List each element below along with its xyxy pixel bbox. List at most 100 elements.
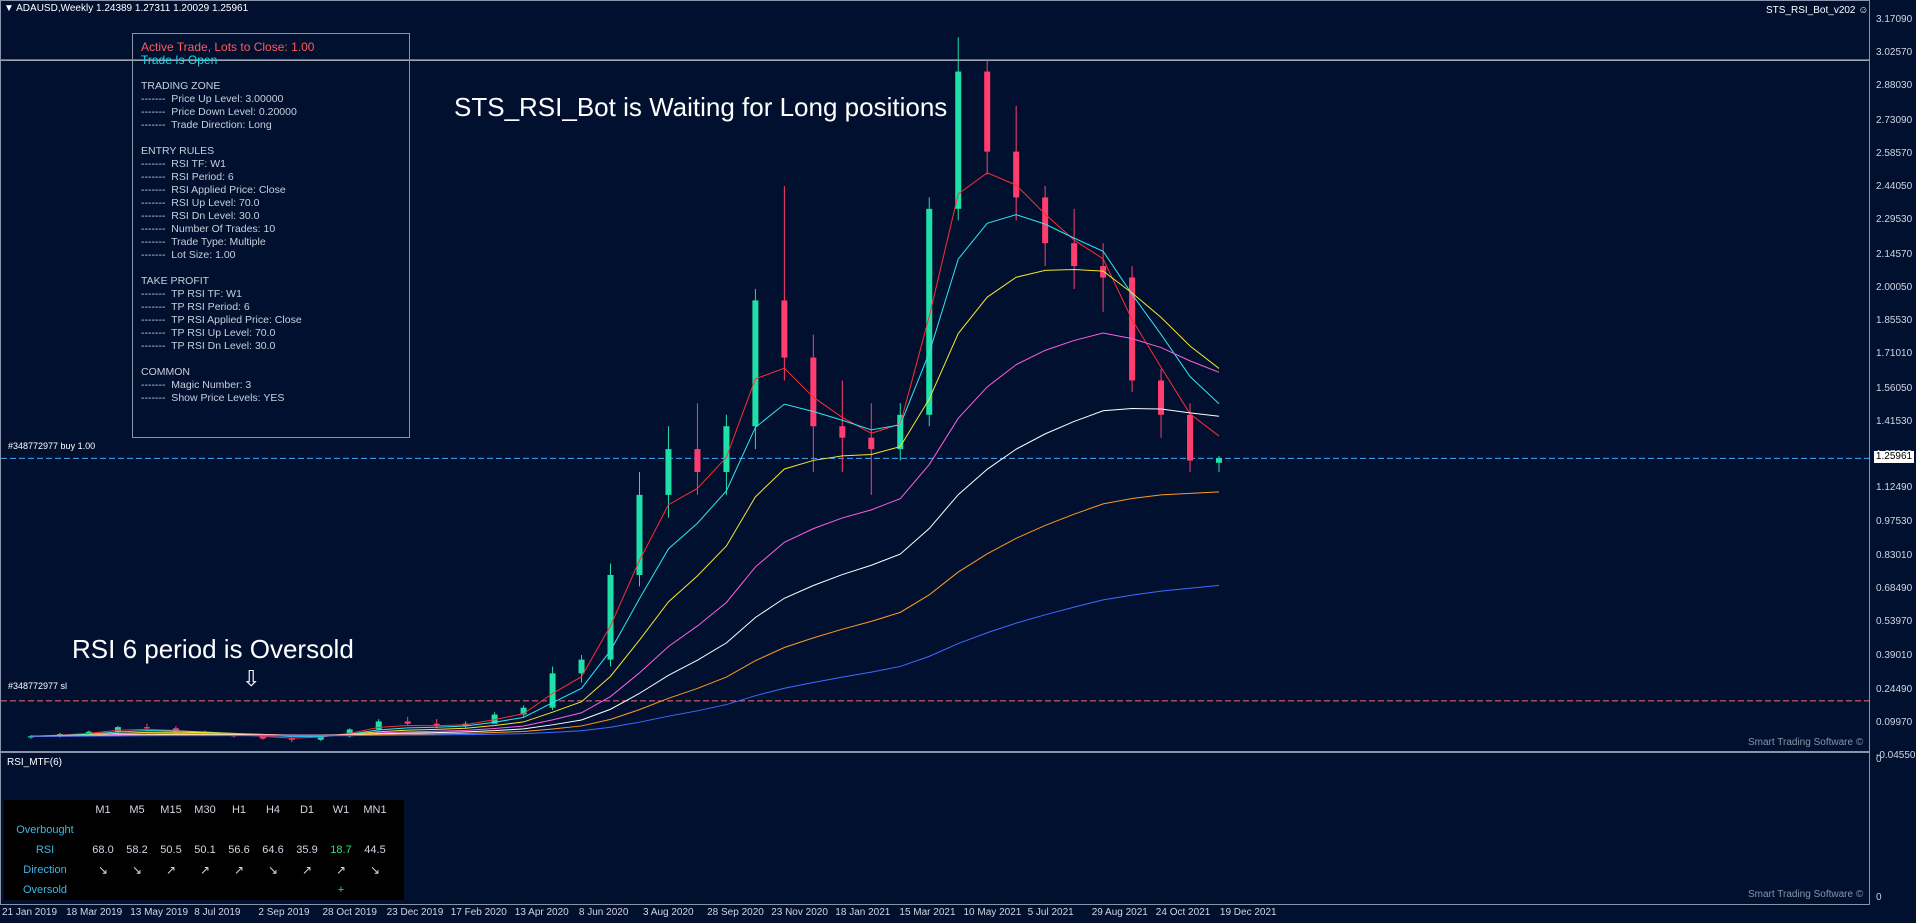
price-tick-label: 2.44050 xyxy=(1876,181,1913,193)
candle-body xyxy=(578,659,585,674)
candle-body xyxy=(404,721,411,724)
price-scale[interactable]: 3.17090 3.02570 2.88030 2.73090 2.58570 2.440… xyxy=(1870,0,1916,761)
section-title: COMMON xyxy=(141,366,190,378)
candle-body xyxy=(839,426,846,438)
time-tick-label: 13 Apr 2020 xyxy=(514,907,569,918)
time-tick-label: 18 Mar 2019 xyxy=(66,907,123,918)
section-item: ------- Show Price Levels: YES xyxy=(141,392,285,404)
oversold-mark xyxy=(188,880,222,900)
direction-arrow-icon: ↘ xyxy=(267,863,279,877)
section-item: ------- RSI Period: 6 xyxy=(141,171,234,183)
rsi-value: 58.2 xyxy=(126,844,148,856)
candle-body xyxy=(85,731,92,735)
rsi-value: 35.9 xyxy=(296,844,318,856)
info-sections: TRADING ZONE ------- Price Up Level: 3.00… xyxy=(141,67,401,405)
moving-average-line xyxy=(30,269,1220,737)
oversold-mark: + xyxy=(337,884,345,896)
table-row: Direction ↘ ↘ ↗ ↗ ↗ ↘ ↗ ↗ ↘ xyxy=(4,860,392,880)
candle-body xyxy=(897,414,904,450)
section-item: ------- Magic Number: 3 xyxy=(141,379,252,391)
price-tick-label: 3.02570 xyxy=(1876,47,1913,59)
time-tick-label: 10 May 2021 xyxy=(963,907,1022,918)
candle-body xyxy=(781,300,788,358)
direction-arrow-icon: ↗ xyxy=(233,863,245,877)
moving-average-line xyxy=(30,408,1220,737)
candle-body xyxy=(955,71,962,209)
time-tick-label: 23 Nov 2020 xyxy=(771,907,828,918)
expert-name[interactable]: STS_RSI_Bot_v202 ☺ xyxy=(1766,5,1869,16)
oversold-mark xyxy=(358,880,392,900)
row-label-rsi: RSI xyxy=(35,844,55,856)
candle-body xyxy=(114,727,121,732)
collapse-triangle-icon[interactable]: ▼ xyxy=(4,3,14,14)
time-tick-label: 8 Jun 2020 xyxy=(578,907,629,918)
price-tick-label: 1.71010 xyxy=(1876,348,1913,360)
candle-body xyxy=(868,437,875,450)
time-tick-label: 3 Aug 2020 xyxy=(643,907,694,918)
rsi-mtf-table: M1 M5 M15 M30 H1 H4 D1 W1 MN1 Overbought… xyxy=(4,800,404,900)
time-tick-label: 15 Mar 2021 xyxy=(899,907,956,918)
down-arrow-icon: ⇩ xyxy=(242,666,261,691)
candle-body xyxy=(752,300,759,427)
candle-body xyxy=(984,71,991,152)
rsi-value: 50.1 xyxy=(194,844,216,856)
tf-header: M1 xyxy=(95,804,111,816)
section-spacer xyxy=(141,262,401,275)
section-item: ------- TP RSI Dn Level: 30.0 xyxy=(141,340,276,352)
price-tick-label: 2.73090 xyxy=(1876,114,1913,126)
oversold-mark xyxy=(86,880,120,900)
moving-average-line xyxy=(30,491,1220,737)
time-axis[interactable]: 21 Jan 2019 18 Mar 2019 13 May 2019 8 Jul 2… xyxy=(0,905,1916,923)
price-tick-label: 1.12490 xyxy=(1876,482,1913,494)
candle-body xyxy=(694,449,701,472)
time-tick-label: 18 Jan 2021 xyxy=(835,907,891,918)
time-tick-label: 23 Dec 2019 xyxy=(386,907,444,918)
indicator-pane[interactable]: RSI_MTF(6) xyxy=(0,752,1870,905)
candle-body xyxy=(1129,277,1136,381)
price-tick-label: -0.04550 xyxy=(1876,750,1916,761)
main-chart-pane[interactable] xyxy=(0,0,1870,752)
candle-body xyxy=(723,426,730,472)
time-tick-label: 17 Feb 2020 xyxy=(450,907,507,918)
tf-header: W1 xyxy=(332,804,350,816)
section-item: ------- RSI Up Level: 70.0 xyxy=(141,197,260,209)
section-item: ------- Price Up Level: 3.00000 xyxy=(141,93,284,105)
table-row: Overbought xyxy=(4,820,392,840)
tf-header: H1 xyxy=(231,804,247,816)
price-tick-label: 2.58570 xyxy=(1876,147,1913,159)
section-title: TAKE PROFIT xyxy=(141,275,210,287)
section-title: TRADING ZONE xyxy=(141,80,221,92)
section-item: ------- RSI Dn Level: 30.0 xyxy=(141,210,260,222)
section-item: ------- Number Of Trades: 10 xyxy=(141,223,276,235)
section-spacer xyxy=(141,132,401,145)
candle-body xyxy=(491,714,498,724)
direction-arrow-icon: ↗ xyxy=(199,863,211,877)
rsi-value: 56.6 xyxy=(228,844,250,856)
price-tick-label: 1.41530 xyxy=(1876,415,1913,427)
candle-body xyxy=(665,449,672,495)
candle-body xyxy=(288,738,295,740)
sl-order-label[interactable]: #348772977 sl xyxy=(8,681,68,691)
candle-body xyxy=(607,574,614,660)
rsi-value: 68.0 xyxy=(92,844,114,856)
price-tick-label: 3.17090 xyxy=(1876,14,1913,25)
active-trade-text: Active Trade, Lots to Close: 1.00 xyxy=(141,40,315,54)
copyright-sub: Smart Trading Software © xyxy=(1748,889,1864,900)
tf-header: M15 xyxy=(160,804,182,816)
candle-body xyxy=(549,673,556,708)
price-tick-label: 1.85530 xyxy=(1876,315,1913,327)
time-tick-label: 8 Jul 2019 xyxy=(194,907,241,918)
candle-body xyxy=(317,736,324,740)
section-item: ------- Trade Direction: Long xyxy=(141,119,272,131)
chart-header[interactable]: ▼ ADAUSD,Weekly 1.24389 1.27311 1.20029 … xyxy=(4,3,248,14)
indicator-scale-top: 0 xyxy=(1876,754,1882,765)
indicator-scale[interactable]: 0 0 xyxy=(1870,752,1916,905)
buy-order-label[interactable]: #348772977 buy 1.00 xyxy=(8,441,96,451)
price-tick-label: 0.24490 xyxy=(1876,683,1913,695)
price-tick-label: 2.14570 xyxy=(1876,248,1913,260)
candle-body xyxy=(1100,266,1107,278)
price-chart xyxy=(1,37,1869,743)
section-item: ------- Price Down Level: 0.20000 xyxy=(141,106,297,118)
row-label-direction: Direction xyxy=(23,864,67,876)
rsi-value: 64.6 xyxy=(262,844,284,856)
